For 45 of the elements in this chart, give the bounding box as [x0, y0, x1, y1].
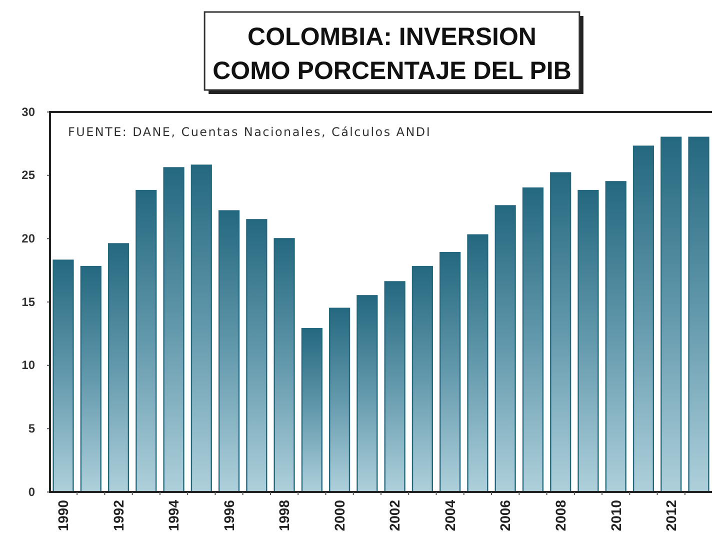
- bar: [522, 187, 544, 493]
- bar: [578, 190, 599, 493]
- bar: [356, 295, 378, 493]
- bar: [52, 260, 74, 493]
- x-tick-label: 2010: [608, 500, 624, 532]
- bar: [550, 172, 572, 493]
- bar: [467, 234, 488, 493]
- bar: [218, 210, 240, 493]
- chart-title: COLOMBIA: INVERSION COMO PORCENTAJE DEL PIB: [212, 23, 572, 85]
- bar: [494, 205, 516, 493]
- y-tick-label: 20: [22, 232, 36, 246]
- x-tick-label: 1992: [110, 500, 126, 532]
- x-tick-label: 2008: [552, 500, 568, 532]
- bar: [80, 266, 102, 493]
- x-tick-label: 2012: [663, 500, 680, 532]
- bar: [190, 164, 212, 493]
- bar: [108, 243, 130, 493]
- bar: [440, 252, 461, 493]
- y-tick-label: 30: [22, 104, 36, 119]
- x-tick-label: 2004: [442, 500, 458, 532]
- y-tick-label: 5: [28, 422, 36, 436]
- y-tick-label: 25: [22, 168, 36, 182]
- bar: [412, 266, 433, 493]
- bar: [605, 181, 626, 493]
- x-tick-label: 2000: [331, 500, 348, 532]
- y-tick-label: 0: [28, 484, 36, 499]
- bar: [688, 136, 710, 493]
- bar: [301, 328, 322, 493]
- x-tick-label: 1990: [55, 500, 72, 532]
- bar: [632, 146, 654, 493]
- y-tick-label: 15: [22, 294, 36, 309]
- annotation: FUENTE: DANE, Cuentas Nacionales, Cálculos ANDI: [68, 125, 432, 139]
- x-tick-label: 2002: [386, 500, 403, 532]
- bar: [163, 167, 184, 493]
- bar: [274, 238, 295, 493]
- bar: [329, 308, 350, 493]
- bar: [136, 190, 157, 493]
- x-tick-label: 1996: [220, 500, 237, 532]
- y-tick-label: 10: [22, 358, 36, 372]
- x-tick-label: 2006: [497, 500, 514, 532]
- x-tick-label: 1994: [166, 500, 182, 532]
- x-tick-label: 1998: [276, 500, 292, 532]
- bar: [660, 136, 682, 493]
- bar: [246, 219, 268, 493]
- bar: [384, 281, 406, 493]
